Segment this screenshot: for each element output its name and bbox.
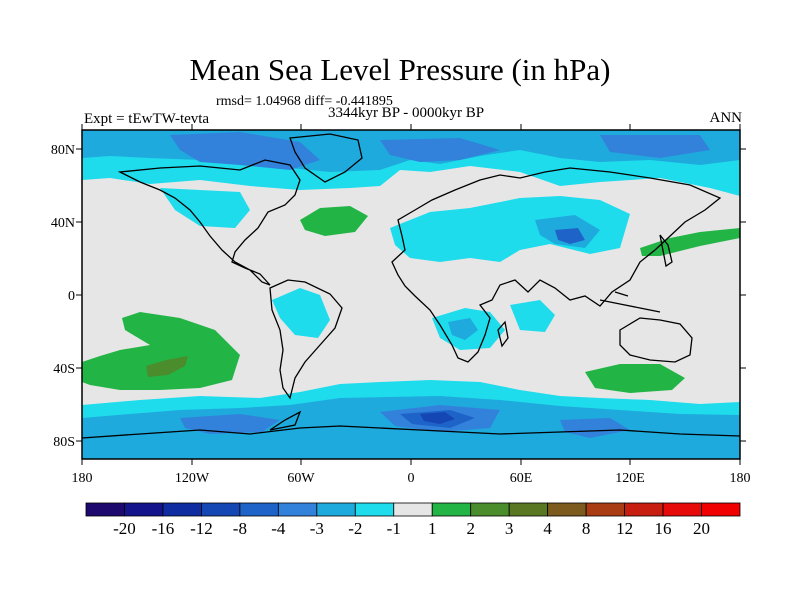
atlantic-high-region (300, 206, 368, 236)
period-label: 3344kyr BP - 0000kyr BP (327, 105, 485, 121)
lon-label-120e: 120E (615, 471, 645, 486)
colorbar-label: -20 (113, 519, 136, 538)
lat-label-0: 0 (68, 289, 75, 304)
colorbar (85, 502, 741, 517)
pressure-map (82, 130, 740, 459)
arctic-deep-region (170, 132, 710, 170)
lat-label-80s: 80S (53, 435, 75, 450)
colorbar-label: -8 (233, 519, 247, 538)
latitude-labels: 80N 40N 0 40S 80S (51, 143, 75, 450)
longitude-labels: 180 120W 60W 0 60E 120E 180 (72, 471, 751, 486)
colorbar-label: 2 (466, 519, 475, 538)
colorbar-label: 1 (428, 519, 437, 538)
coast-madagascar (497, 320, 509, 348)
colorbar-label: 3 (505, 519, 514, 538)
colorbar-swatch (393, 502, 433, 517)
lat-label-80n: 80N (51, 143, 75, 158)
stats-text: rmsd= 1.04968 diff= -0.441895 (216, 94, 393, 109)
colorbar-swatch (85, 502, 125, 517)
colorbar-swatch (470, 502, 510, 517)
axis-ticks (76, 124, 746, 465)
africa-low-region (448, 318, 478, 340)
colorbar-swatch (354, 502, 395, 517)
colorbar-swatch (547, 502, 587, 517)
south-pacific-high-region (82, 312, 240, 390)
experiment-label: Expt = tEwTW-tevta (84, 111, 210, 127)
lon-label-120w: 120W (175, 471, 210, 486)
lon-label-60e: 60E (510, 471, 533, 486)
colorbar-swatch (431, 502, 472, 517)
colorbar-swatch (624, 502, 664, 517)
colorbar-label: -12 (190, 519, 213, 538)
colorbar-label: 20 (693, 519, 710, 538)
colorbar-swatch (508, 502, 549, 517)
lon-label-0: 0 (408, 471, 415, 486)
coast-north-america (117, 159, 301, 286)
coastlines (82, 133, 740, 439)
colorbar-label: 16 (655, 519, 672, 538)
lon-label-180w: 180 (72, 471, 93, 486)
colorbar-swatch (277, 502, 318, 517)
coast-antarctic-peninsula (269, 410, 302, 431)
south-indian-high-region (585, 364, 685, 393)
coast-europe-africa (391, 167, 722, 363)
chart-title: Mean Sea Level Pressure (in hPa) (189, 52, 611, 87)
colorbar-label: -3 (310, 519, 324, 538)
lat-label-40n: 40N (51, 216, 75, 231)
coast-antarctica (82, 425, 740, 439)
pacific-high-region (640, 228, 740, 256)
tibet-low-region (555, 228, 585, 244)
n-america-region (160, 188, 250, 228)
colorbar-label: -16 (152, 519, 175, 538)
colorbar-swatch (239, 502, 279, 517)
weddell-core-region (420, 412, 455, 424)
colorbar-swatch (585, 502, 625, 517)
season-label: ANN (709, 110, 743, 126)
southern-ocean-deep-region (180, 405, 630, 438)
colorbar-swatch (662, 502, 702, 517)
south-pacific-core-region (146, 356, 188, 377)
colorbar-swatch (162, 502, 202, 517)
coast-australia (619, 317, 693, 363)
coast-south-america (269, 279, 343, 400)
colorbar-label: -2 (348, 519, 362, 538)
coast-japan (659, 234, 673, 268)
lon-label-180e: 180 (730, 471, 751, 486)
colorbar-label: -1 (387, 519, 401, 538)
colorbar-swatch (316, 502, 356, 517)
south-america-region (272, 288, 330, 338)
indian-ocean-region (510, 300, 555, 332)
coast-greenland (289, 133, 363, 183)
lat-label-40s: 40S (53, 362, 75, 377)
colorbar-swatch (701, 502, 741, 517)
colorbar-label: 4 (543, 519, 552, 538)
colorbar-swatch (124, 502, 164, 517)
colorbar-label: -4 (271, 519, 286, 538)
colorbar-label: 12 (616, 519, 633, 538)
colorbar-swatch (201, 502, 241, 517)
colorbar-labels: -20 -16 -12 -8 -4 -3 -2 -1 1 2 3 4 8 12 16 20 (113, 519, 710, 538)
coast-indonesia (599, 291, 661, 313)
lon-label-60w: 60W (287, 471, 315, 486)
colorbar-label: 8 (582, 519, 591, 538)
